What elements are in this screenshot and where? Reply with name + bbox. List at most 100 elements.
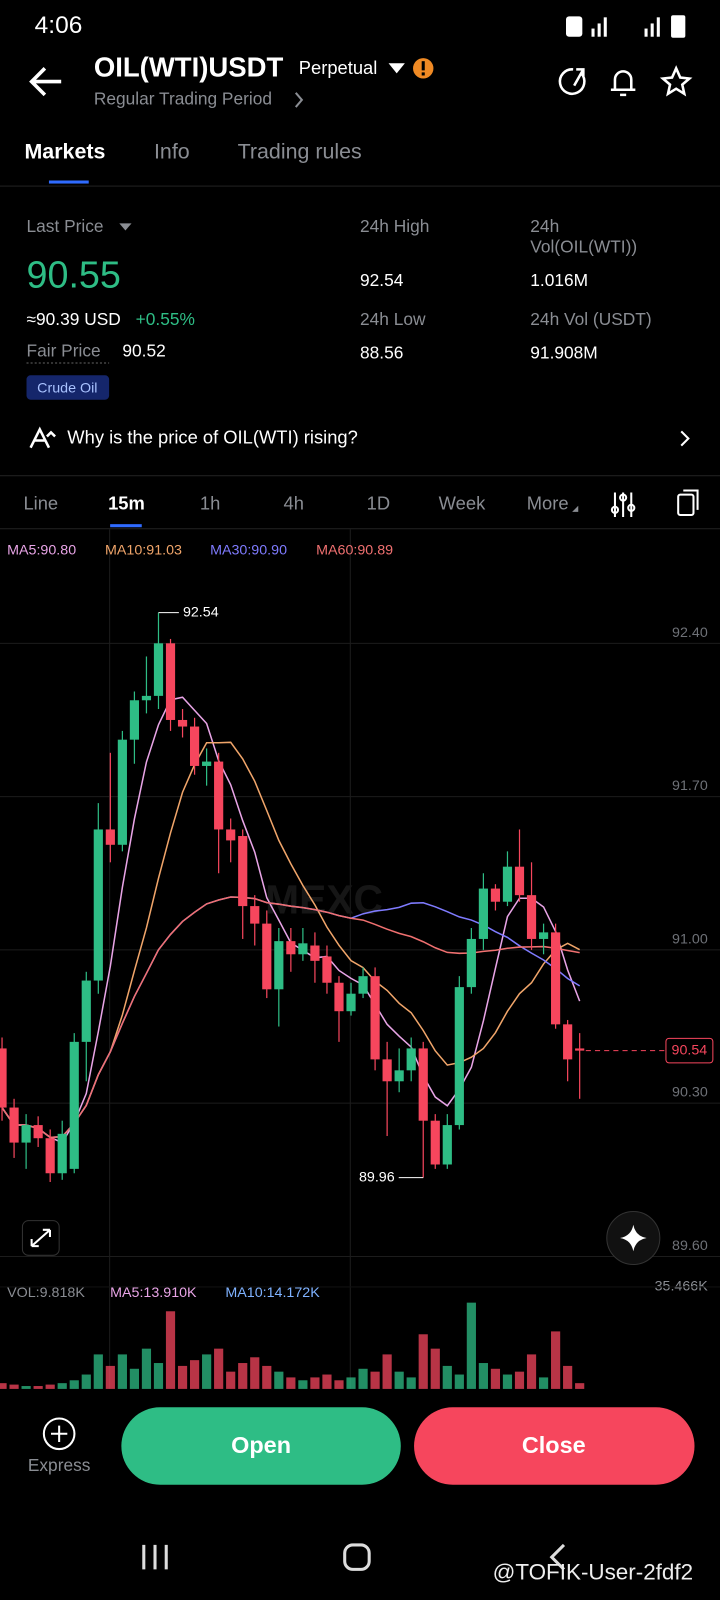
- price-change: +0.55%: [136, 309, 195, 329]
- fair-price-label: Fair Price: [27, 340, 101, 360]
- volume-bar: [189, 1360, 200, 1389]
- ma-legend: MA60:90.89: [316, 542, 393, 558]
- candle-body: [563, 1024, 573, 1060]
- open-button[interactable]: [121, 1407, 401, 1485]
- open-label[interactable]: Open: [231, 1432, 291, 1458]
- candle-body: [406, 1048, 416, 1071]
- volume-bar: [177, 1365, 188, 1389]
- interval-option[interactable]: 15m: [108, 493, 145, 514]
- volume-bar: [466, 1302, 476, 1389]
- interval-option[interactable]: More: [527, 493, 569, 514]
- candle-body: [202, 761, 212, 766]
- candle-body: [57, 1133, 67, 1174]
- watermark: @TOFIK-User-2fdf2: [493, 1559, 694, 1584]
- volume-bar: [394, 1371, 404, 1389]
- volume-bar: [490, 1368, 501, 1389]
- y-tick-label: 90.30: [672, 1085, 708, 1101]
- volume-bar: [551, 1331, 561, 1389]
- divider: [0, 528, 720, 530]
- dropdown-icon[interactable]: [119, 223, 132, 231]
- volume-bar: [406, 1377, 416, 1389]
- volume-bar: [286, 1377, 296, 1389]
- dropdown-icon[interactable]: [388, 63, 405, 74]
- candle-body: [226, 829, 236, 841]
- close-label[interactable]: Close: [522, 1432, 586, 1458]
- candle-body: [394, 1070, 404, 1082]
- nav-home[interactable]: [343, 1543, 371, 1571]
- candle-body: [538, 932, 549, 939]
- low-label: 89.96: [359, 1169, 395, 1185]
- candle-body: [262, 923, 272, 990]
- candle-body: [141, 695, 152, 701]
- express-plus: [50, 1425, 68, 1442]
- candle-body: [454, 987, 464, 1126]
- low-value: 88.56: [360, 342, 403, 362]
- express-icon[interactable]: [42, 1417, 76, 1451]
- candle-body: [33, 1125, 43, 1139]
- status-time: 4:06: [35, 12, 83, 39]
- volume-bar: [575, 1383, 585, 1389]
- tab-markets[interactable]: Markets: [24, 140, 105, 164]
- candle-body: [238, 836, 248, 907]
- candle-body: [382, 1059, 392, 1082]
- interval-option[interactable]: 4h: [284, 493, 304, 514]
- vol-quote-label: 24h Vol (USDT): [530, 309, 651, 329]
- divider: [0, 475, 720, 477]
- volume-bar: [322, 1374, 332, 1389]
- ma-line: [1, 896, 580, 1139]
- candle-body: [502, 866, 513, 902]
- info-icon-mark: [421, 61, 425, 71]
- candle-body: [514, 866, 525, 896]
- candle-body: [105, 829, 115, 845]
- interval-option[interactable]: Line: [23, 493, 58, 514]
- candle-body: [370, 976, 380, 1060]
- candle-body: [177, 719, 188, 727]
- ai-icon: [29, 426, 56, 449]
- nav-recents[interactable]: [142, 1544, 168, 1570]
- candle-body: [117, 739, 127, 845]
- express-label[interactable]: Express: [28, 1455, 91, 1475]
- news-link[interactable]: Why is the price of OIL(WTI) rising?: [67, 426, 358, 447]
- chart: MA5:90.80 MA10:91.03 MA30:90.90 MA60:90.89 9…: [0, 542, 720, 1389]
- volume-bar: [9, 1384, 19, 1389]
- candle-body: [358, 976, 368, 994]
- watermark-logo: MEXC: [265, 876, 383, 922]
- volume-bar: [358, 1368, 368, 1389]
- tab-info[interactable]: Info: [154, 140, 190, 164]
- fair-price: 90.52: [122, 340, 165, 360]
- volume-bar: [262, 1365, 272, 1389]
- chevron: [680, 430, 690, 447]
- volume-bar: [0, 1383, 7, 1389]
- candle-body: [334, 982, 344, 1012]
- ma-legend: MA10:91.03: [105, 542, 182, 558]
- volume-legend: MA10:14.172K: [225, 1285, 320, 1301]
- candle-body: [322, 956, 332, 983]
- candle-body: [93, 829, 103, 981]
- chevron: [294, 92, 304, 108]
- volume-bar: [153, 1363, 164, 1389]
- v-grid: [109, 529, 111, 1389]
- header-icons[interactable]: [558, 65, 693, 97]
- candle-body: [490, 888, 501, 902]
- back-button[interactable]: [29, 67, 62, 97]
- interval-option[interactable]: Week: [439, 493, 486, 514]
- volume-bar: [93, 1354, 103, 1389]
- volume-bar: [117, 1354, 127, 1389]
- close-button[interactable]: [414, 1407, 695, 1485]
- toolbar-icons[interactable]: [610, 489, 699, 518]
- trading-period[interactable]: Regular Trading Period: [94, 89, 272, 109]
- interval-option[interactable]: 1D: [367, 493, 390, 514]
- volume-bar: [442, 1365, 452, 1389]
- volume-bar: [250, 1357, 260, 1389]
- expand-button[interactable]: [21, 1220, 60, 1256]
- tab-trading-rules[interactable]: Trading rules: [238, 140, 362, 164]
- high-label: 92.54: [183, 604, 219, 620]
- volume-bar: [81, 1374, 91, 1389]
- candle-body: [274, 941, 284, 990]
- tab-indicator: [48, 180, 89, 184]
- candle-body: [165, 643, 176, 720]
- candle-body: [430, 1120, 440, 1165]
- nav-back[interactable]: [549, 1543, 566, 1571]
- interval-option[interactable]: 1h: [200, 493, 220, 514]
- volume-bar: [502, 1374, 513, 1389]
